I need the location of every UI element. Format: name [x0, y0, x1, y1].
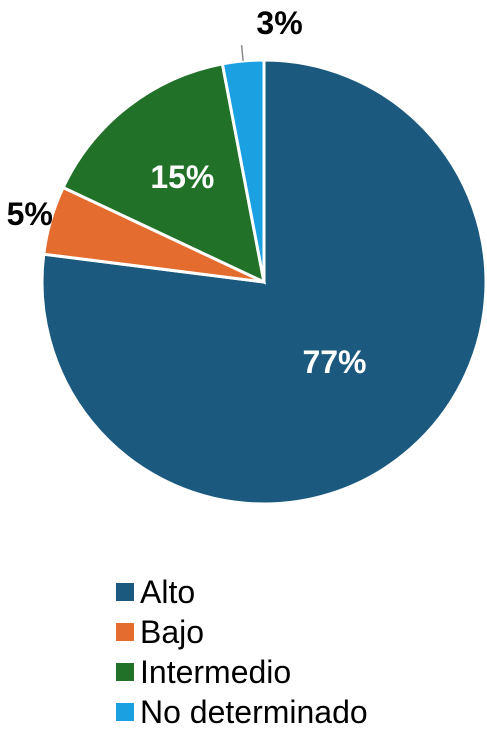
data-label-bajo: 5%: [7, 196, 53, 232]
legend: Alto Bajo Intermedio No determinado: [116, 572, 368, 732]
pie-slice-intermedio: [61, 62, 267, 285]
legend-label: Bajo: [140, 614, 205, 650]
pie-slices: [40, 58, 487, 506]
leader-line: [240, 44, 244, 62]
pie-chart-svg: 77% 5% 15% 3%: [7, 5, 487, 506]
data-labels: 77% 5% 15% 3%: [7, 5, 367, 380]
legend-item-bajo: Bajo: [116, 612, 368, 652]
legend-item-no-determinado: No determinado: [116, 692, 368, 732]
legend-swatch: [116, 623, 134, 641]
legend-swatch: [116, 663, 134, 681]
legend-label: Alto: [140, 574, 196, 610]
legend-label: No determinado: [140, 694, 368, 730]
legend-item-alto: Alto: [116, 572, 368, 612]
data-label-intermedio: 15%: [150, 159, 214, 195]
data-label-alto: 77%: [302, 344, 366, 380]
legend-item-intermedio: Intermedio: [116, 652, 368, 692]
legend-swatch: [116, 703, 134, 721]
data-label-no-determinado: 3%: [256, 5, 302, 41]
legend-swatch: [116, 583, 134, 601]
leader-lines: [240, 44, 244, 62]
legend-label: Intermedio: [140, 654, 292, 690]
